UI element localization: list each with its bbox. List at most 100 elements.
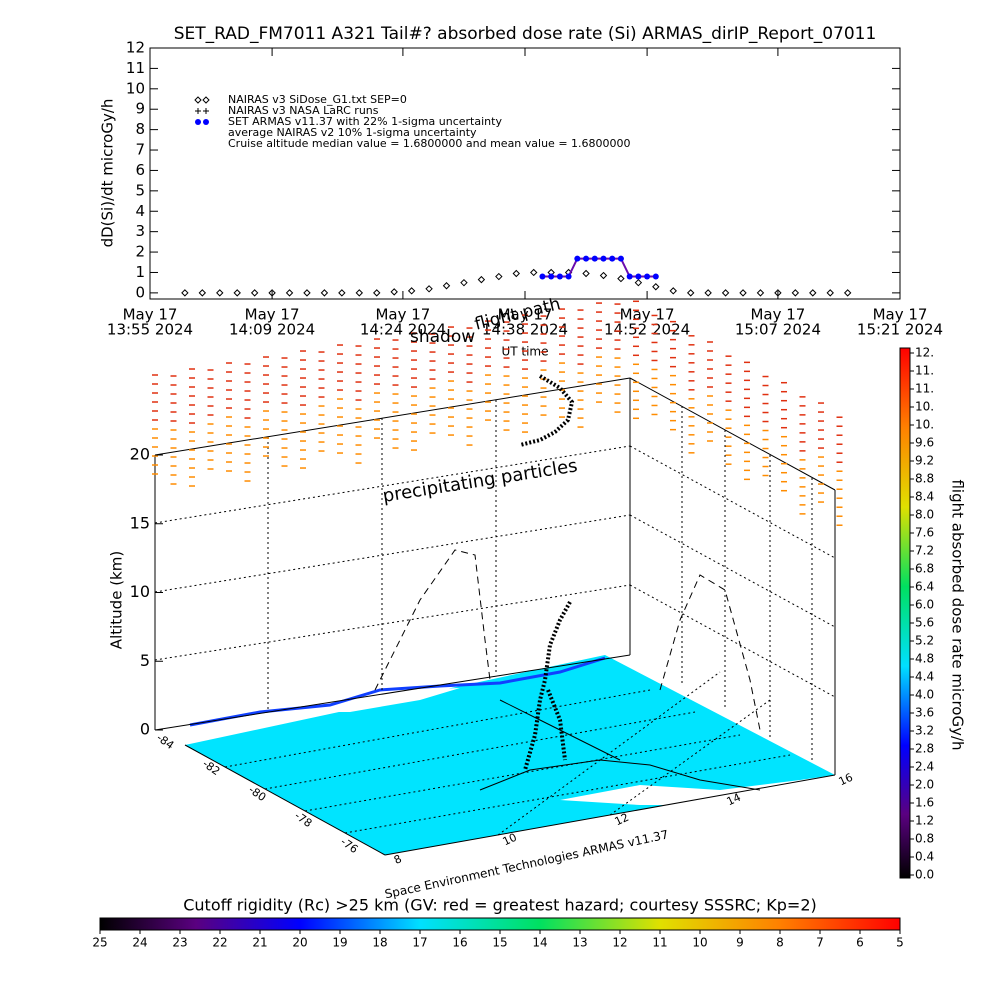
colorbar-label: 6.4 [915,580,934,594]
y-axis-label: dD(Si)/dt microGy/h [99,99,117,248]
point [756,289,765,297]
flight-path-shadow [546,689,567,761]
colorbar-label: 17 [412,936,427,950]
point [442,282,451,290]
point [202,96,210,104]
z-tick-label: 20 [130,445,150,464]
colorbar-label: 25 [92,936,107,950]
x-tick-label: 15:21 2024 [857,321,943,339]
x-tick-label: May 17 [245,306,300,324]
point [355,289,364,297]
y-tick-label: 9 [135,100,145,118]
point [556,273,563,280]
plot-frame [149,47,901,300]
point [739,289,747,297]
colorbar-label: 22 [212,936,227,950]
z-axis-label: Altitude (km) [108,551,126,649]
point [548,273,555,280]
legend-note: average NAIRAS v2 10% 1-sigma uncertaint… [228,126,477,139]
colorbar-label: 14 [532,936,547,950]
lat-tick-label: 12 [613,811,631,829]
colorbar-label: 16 [452,936,467,950]
point [652,273,659,280]
colorbar-label: 0.0 [915,868,934,882]
colorbar-label: 10 [692,936,707,950]
colorbar-label: 5.6 [915,616,934,630]
y-tick-label: 6 [135,161,145,179]
colorbar-label: 4.8 [915,652,934,666]
y-tick-label: 3 [135,222,145,240]
grid-3d [154,400,836,836]
colorbar-label: 19 [332,936,347,950]
land-patch [560,775,835,805]
colorbar-label: 7.2 [915,544,934,558]
point [539,273,546,280]
point [338,289,346,297]
colorbar-label: 20 [292,936,307,950]
point [390,288,398,296]
point [460,278,468,287]
colorbar-label: 9.2 [915,454,934,468]
dose-colorbar [899,347,911,879]
annotation: precipitating particles [381,455,579,507]
legend-label: SET ARMAS v11.37 with 22% 1-sigma uncert… [228,115,502,128]
colorbar-label: 7.6 [915,526,934,540]
z-tick-label: 10 [130,582,150,601]
map-floor [185,655,835,855]
colorbar-label: 21 [252,936,267,950]
colorbar-label: 4.0 [915,688,934,702]
lat-tick-label: 10 [501,831,519,849]
colorbar-label: 0.8 [915,832,934,846]
y-tick-label: 11 [126,59,145,77]
point [530,268,538,277]
point [216,289,224,297]
colorbar-label: 23 [172,936,187,950]
colorbar-label: 4.4 [915,670,934,684]
colorbar-label: 8.4 [915,490,934,504]
z-tick-label: 15 [130,513,150,532]
shadow-path [374,549,491,691]
colorbar-label: 2.4 [915,760,934,774]
colorbar-label: 11. [915,382,934,396]
colorbar-label: 6.0 [915,598,934,612]
colorbar-label: 10. [915,418,934,432]
colorbar-label: 0.4 [915,850,934,864]
colorbar-label: 5.2 [915,634,934,648]
contour [479,759,761,791]
colorbar-label: 3.6 [915,706,934,720]
point [591,255,598,262]
colorbar-label: 3.2 [915,724,934,738]
colorbar-label: 2.0 [915,778,934,792]
point [574,255,581,262]
y-tick-label: 12 [126,39,145,57]
colorbar-label: 24 [132,936,147,950]
point [320,289,329,297]
x-tick-label: 15:07 2024 [735,321,821,339]
point [617,274,625,283]
point [582,269,590,278]
chart-title: SET_RAD_FM7011 A321 Tail#? absorbed dose… [174,24,877,44]
point [635,273,642,280]
point [686,289,695,297]
point [843,289,852,297]
legend-label: NAIRAS v3 NASA LaRC runs [228,104,379,117]
land-patch [300,688,460,712]
point [583,255,590,262]
box-edge [154,377,631,456]
colorbar-label: 18 [372,936,387,950]
box-edge [629,377,836,491]
colorbar-label: 2.8 [915,742,934,756]
colorbar-label: 13 [572,936,587,950]
colorbar-label: 7 [816,936,824,950]
y-tick-label: 1 [135,263,145,281]
y-tick-label: 5 [135,181,145,199]
point [425,285,433,293]
colorbar-label: 5 [896,936,904,950]
colorbar-label: 8.0 [915,508,934,522]
colorbar-label: 9.6 [915,436,934,450]
z-tick-label: 5 [140,651,150,670]
point [704,289,712,297]
